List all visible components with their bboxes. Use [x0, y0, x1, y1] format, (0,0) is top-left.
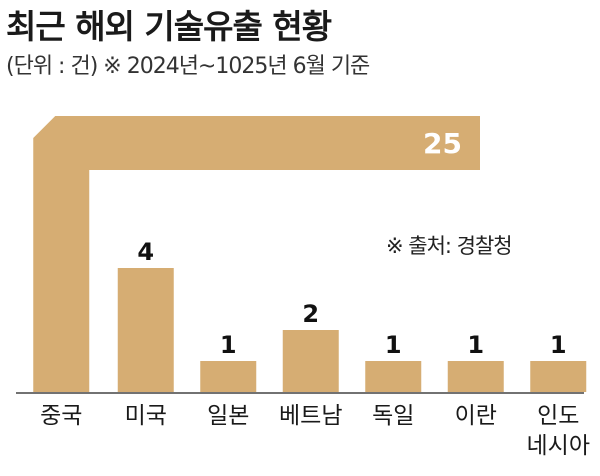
category-label-5: 이란	[455, 403, 497, 429]
chart-subtitle: (단위 : 건) ※ 2024년~1025년 6월 기준	[6, 54, 370, 79]
value-label-1: 4	[137, 238, 154, 266]
value-label-2: 1	[220, 331, 237, 359]
category-label-1: 미국	[125, 403, 167, 429]
bar-3	[282, 330, 339, 392]
bar-0	[33, 116, 480, 392]
value-label-6: 1	[550, 331, 567, 359]
category-label-4: 독일	[372, 403, 414, 429]
value-label-0: 25	[423, 127, 462, 160]
bar-1	[117, 268, 174, 392]
value-label-3: 2	[302, 300, 319, 328]
category-label-0: 중국	[40, 403, 82, 429]
bar-6	[530, 361, 587, 392]
value-label-4: 1	[385, 331, 402, 359]
bar-5	[447, 361, 504, 392]
value-label-5: 1	[467, 331, 484, 359]
category-label-3: 베트남	[279, 403, 342, 429]
bar-4	[365, 361, 422, 392]
source-note: ※ 출처: 경찰청	[386, 234, 513, 258]
category-label-2: 일본	[207, 403, 249, 429]
chart-title: 최근 해외 기술유출 현황	[6, 7, 332, 46]
bar-2	[200, 361, 257, 392]
category-label-6: 인도 네시아	[527, 403, 590, 459]
